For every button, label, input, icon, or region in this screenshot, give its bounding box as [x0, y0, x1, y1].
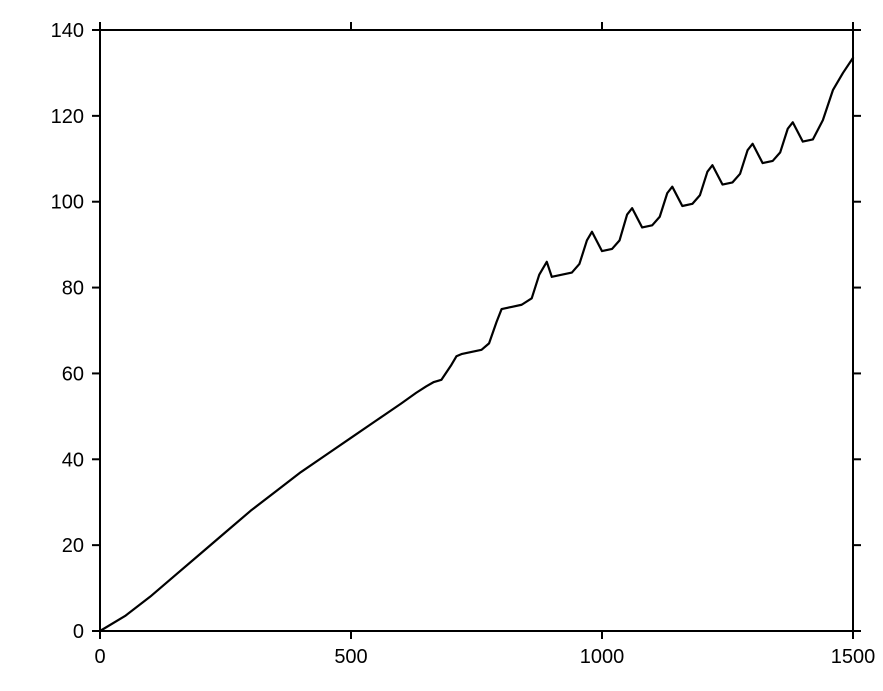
y-tick-label: 140 — [51, 20, 84, 42]
y-tick-label: 60 — [62, 363, 84, 385]
y-tick-label: 0 — [73, 621, 84, 643]
chart-container: 0 500 1000 1500 0 20 40 60 80 100 120 140 — [0, 0, 883, 691]
y-tick-label: 20 — [62, 535, 84, 557]
line-chart: 0 500 1000 1500 0 20 40 60 80 100 120 140 — [0, 0, 883, 691]
x-tick-label: 500 — [334, 646, 367, 668]
x-tick-label: 0 — [94, 646, 105, 668]
y-tick-label: 120 — [51, 106, 84, 128]
x-tick-label: 1500 — [831, 646, 876, 668]
y-tick-label: 80 — [62, 278, 84, 300]
x-tick-label: 1000 — [580, 646, 625, 668]
y-tick-label: 40 — [62, 449, 84, 471]
series-curve — [100, 58, 853, 631]
plot-box — [100, 30, 853, 631]
y-tick-label: 100 — [51, 192, 84, 214]
